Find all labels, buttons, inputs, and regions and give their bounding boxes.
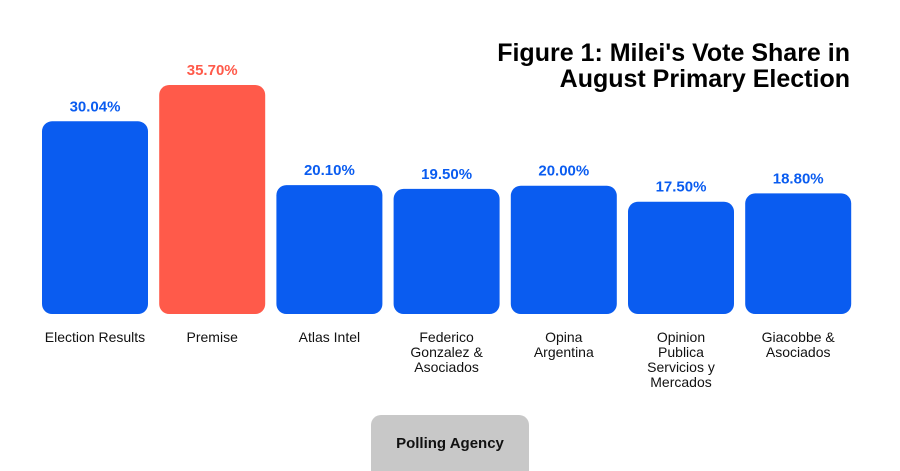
bar-3 (393, 188, 500, 314)
bar-6 (745, 193, 852, 314)
category-label-2: Atlas Intel (299, 329, 360, 345)
category-label-4: Opina Argentina (534, 329, 594, 360)
category-label-0: Election Results (45, 329, 145, 345)
bar-0 (42, 121, 148, 314)
chart-title: Figure 1: Milei's Vote Share in August P… (497, 39, 850, 93)
data-label-4: 20.00% (538, 163, 589, 180)
data-label-6: 18.80% (773, 170, 824, 187)
category-label-1: Premise (187, 329, 239, 345)
data-label-1: 35.70% (187, 62, 238, 79)
x-axis-label: Polling Agency (371, 415, 529, 471)
data-label-2: 20.10% (304, 162, 355, 179)
data-label-3: 19.50% (421, 166, 472, 183)
data-label-0: 30.04% (70, 98, 121, 115)
bar-1 (159, 85, 266, 314)
bar-2 (276, 185, 383, 314)
data-label-5: 17.50% (656, 179, 707, 196)
bar-5 (628, 201, 734, 314)
bar-4 (510, 185, 617, 314)
category-label-5: Opinion Publica Servicios y Mercados (647, 329, 715, 390)
category-label-6: Giacobbe & Asociados (762, 329, 836, 360)
category-label-3: Federico Gonzalez & Asociados (410, 329, 483, 375)
